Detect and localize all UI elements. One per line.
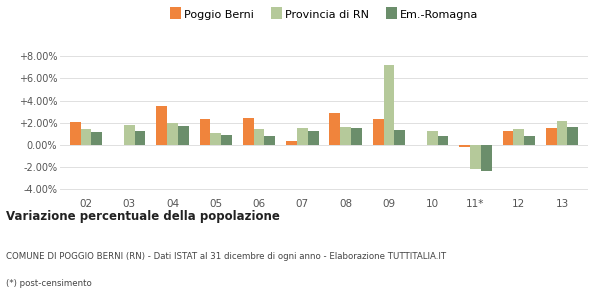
Bar xyxy=(265,136,275,145)
Bar xyxy=(167,123,178,145)
Bar xyxy=(470,145,481,170)
Bar xyxy=(383,65,394,145)
Bar xyxy=(329,113,340,145)
Bar xyxy=(80,129,91,145)
Bar xyxy=(221,135,232,145)
Bar xyxy=(524,136,535,145)
Bar xyxy=(340,127,351,145)
Bar xyxy=(156,106,167,145)
Bar xyxy=(351,128,362,145)
Bar xyxy=(546,128,557,145)
Bar xyxy=(503,130,514,145)
Bar xyxy=(481,145,492,171)
Text: (*) post-censimento: (*) post-censimento xyxy=(6,279,92,288)
Bar xyxy=(134,131,145,145)
Bar xyxy=(211,133,221,145)
Bar xyxy=(124,125,134,145)
Bar xyxy=(308,130,319,145)
Bar xyxy=(70,122,80,145)
Bar xyxy=(286,141,297,145)
Bar xyxy=(514,129,524,145)
Bar xyxy=(254,129,265,145)
Bar xyxy=(568,127,578,145)
Bar xyxy=(91,132,102,145)
Bar xyxy=(427,131,437,145)
Bar xyxy=(557,121,568,145)
Legend: Poggio Berni, Provincia di RN, Em.-Romagna: Poggio Berni, Provincia di RN, Em.-Romag… xyxy=(165,6,483,25)
Bar xyxy=(394,130,405,145)
Text: Variazione percentuale della popolazione: Variazione percentuale della popolazione xyxy=(6,210,280,223)
Text: COMUNE DI POGGIO BERNI (RN) - Dati ISTAT al 31 dicembre di ogni anno - Elaborazi: COMUNE DI POGGIO BERNI (RN) - Dati ISTAT… xyxy=(6,252,446,261)
Bar xyxy=(297,128,308,145)
Bar xyxy=(373,119,383,145)
Bar xyxy=(178,126,189,145)
Bar xyxy=(459,145,470,147)
Bar xyxy=(243,118,254,145)
Bar xyxy=(200,119,211,145)
Bar xyxy=(437,136,448,145)
